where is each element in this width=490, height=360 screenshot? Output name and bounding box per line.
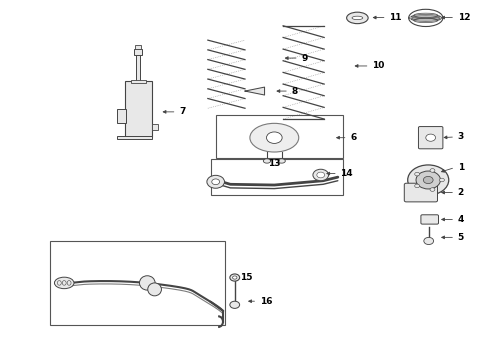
Ellipse shape bbox=[278, 159, 285, 163]
Bar bbox=[117, 109, 126, 123]
Circle shape bbox=[430, 188, 435, 192]
FancyBboxPatch shape bbox=[418, 127, 443, 149]
Circle shape bbox=[430, 168, 435, 172]
Bar bbox=[134, 49, 143, 55]
Text: 16: 16 bbox=[260, 297, 272, 306]
FancyBboxPatch shape bbox=[404, 183, 438, 202]
Text: 15: 15 bbox=[240, 273, 253, 282]
Bar bbox=[117, 135, 152, 139]
Circle shape bbox=[230, 274, 240, 281]
Bar bbox=[131, 80, 146, 83]
Text: 10: 10 bbox=[372, 62, 385, 71]
Ellipse shape bbox=[250, 123, 299, 152]
Text: 5: 5 bbox=[458, 233, 464, 242]
Ellipse shape bbox=[263, 159, 270, 163]
Circle shape bbox=[415, 184, 419, 188]
Circle shape bbox=[440, 178, 444, 182]
Bar bbox=[125, 81, 152, 137]
Text: 7: 7 bbox=[179, 107, 185, 116]
Ellipse shape bbox=[148, 283, 161, 296]
Circle shape bbox=[408, 165, 449, 195]
FancyBboxPatch shape bbox=[421, 215, 439, 224]
Ellipse shape bbox=[352, 16, 363, 20]
Circle shape bbox=[426, 134, 436, 141]
Bar bbox=[216, 116, 343, 158]
Circle shape bbox=[416, 171, 441, 189]
Ellipse shape bbox=[140, 276, 155, 290]
Polygon shape bbox=[245, 87, 265, 95]
Text: 11: 11 bbox=[389, 13, 402, 22]
Circle shape bbox=[317, 172, 325, 178]
Ellipse shape bbox=[54, 277, 74, 289]
Text: 6: 6 bbox=[350, 133, 356, 142]
Circle shape bbox=[267, 132, 282, 143]
Circle shape bbox=[415, 172, 419, 176]
Circle shape bbox=[424, 237, 434, 244]
Text: 14: 14 bbox=[340, 169, 353, 178]
Bar bbox=[49, 241, 225, 325]
Text: 9: 9 bbox=[301, 54, 308, 63]
Circle shape bbox=[212, 179, 220, 185]
Text: 4: 4 bbox=[458, 215, 464, 224]
Bar bbox=[211, 159, 343, 195]
Bar bbox=[135, 45, 141, 49]
Text: 3: 3 bbox=[458, 132, 464, 141]
Text: 13: 13 bbox=[269, 159, 281, 168]
Circle shape bbox=[423, 176, 433, 184]
Bar bbox=[136, 54, 141, 81]
Circle shape bbox=[313, 169, 329, 181]
Circle shape bbox=[207, 175, 224, 188]
Circle shape bbox=[233, 276, 237, 279]
Text: 8: 8 bbox=[292, 86, 297, 95]
Ellipse shape bbox=[346, 12, 368, 24]
Circle shape bbox=[230, 301, 240, 309]
Bar bbox=[152, 125, 158, 130]
Text: 12: 12 bbox=[458, 13, 470, 22]
Text: 2: 2 bbox=[458, 188, 464, 197]
Text: 1: 1 bbox=[458, 163, 464, 172]
